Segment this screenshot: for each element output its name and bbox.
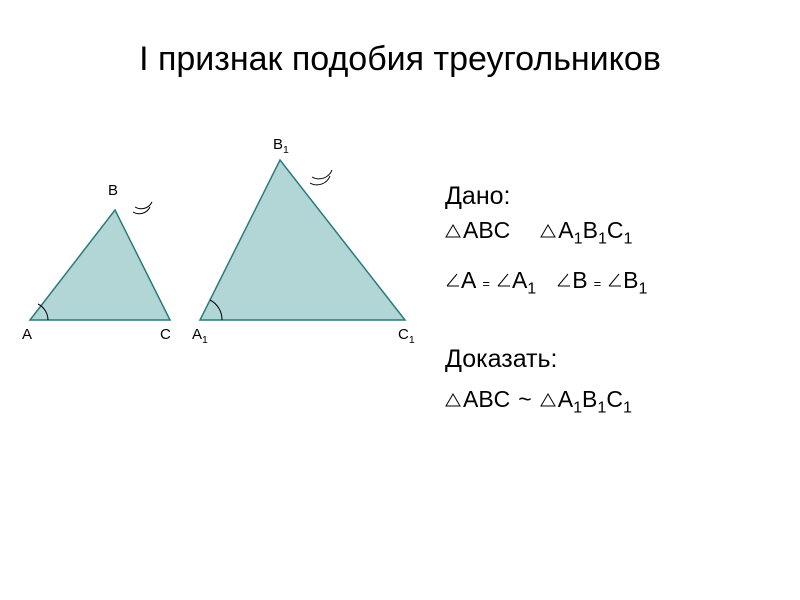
triangle-symbol-icon bbox=[540, 224, 556, 238]
label-b: B bbox=[108, 182, 118, 199]
triangle-symbol-icon bbox=[445, 393, 461, 407]
given-line-angles: A = A1 B = B1 bbox=[445, 267, 647, 299]
angle-symbol-icon bbox=[445, 272, 461, 288]
label-c1: C1 bbox=[398, 326, 415, 346]
label-a: A bbox=[22, 326, 32, 343]
triangle-small bbox=[30, 210, 170, 320]
angle-symbol-icon bbox=[496, 272, 512, 288]
label-a1: A1 bbox=[192, 326, 208, 346]
given-block: Дано: ABC A1B1C1 A = A1 B = B1 bbox=[445, 182, 647, 298]
given-header: Дано: bbox=[445, 182, 647, 211]
b-mark-small-1 bbox=[133, 207, 150, 214]
angle-symbol-icon bbox=[556, 272, 572, 288]
angle-symbol-icon bbox=[607, 272, 623, 288]
prove-tri2: A1B1C1 bbox=[558, 386, 632, 418]
tri2-text: A1B1C1 bbox=[558, 217, 632, 249]
label-c: C bbox=[160, 326, 171, 343]
label-b1: B1 bbox=[273, 136, 289, 156]
triangle-large bbox=[200, 160, 405, 320]
triangle-symbol-icon bbox=[540, 393, 556, 407]
prove-line: ABC ~ A1B1C1 bbox=[445, 386, 632, 418]
slide-canvas: I признак подобия треугольников A B C A1… bbox=[0, 0, 800, 600]
triangles-svg bbox=[0, 0, 800, 600]
triangle-symbol-icon bbox=[445, 224, 461, 238]
given-line-triangles: ABC A1B1C1 bbox=[445, 217, 647, 249]
prove-header: Доказать: bbox=[445, 345, 632, 374]
prove-block: Доказать: ABC ~ A1B1C1 bbox=[445, 345, 632, 418]
